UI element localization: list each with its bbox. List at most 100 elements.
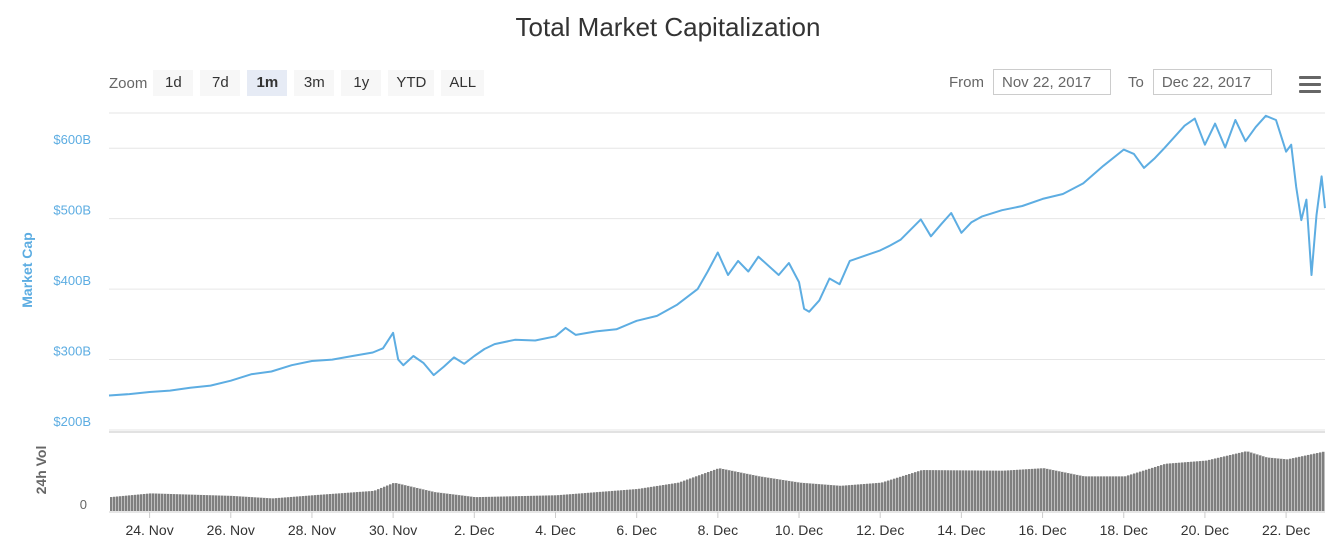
volume-bar (1091, 476, 1094, 511)
volume-bar (857, 484, 860, 511)
volume-bar (449, 493, 452, 511)
volume-bar (551, 495, 554, 511)
volume-bar (962, 470, 965, 511)
zoom-button-1d[interactable]: 1d (153, 70, 194, 96)
volume-bar (641, 488, 644, 511)
volume-bar (455, 494, 458, 511)
volume-bar (1211, 459, 1214, 511)
volume-bar (374, 490, 377, 511)
volume-bar (659, 485, 662, 511)
volume-bar (221, 495, 224, 511)
volume-bar (242, 496, 245, 511)
zoom-button-1y[interactable]: 1y (341, 70, 382, 96)
volume-bar (845, 485, 848, 511)
zoom-button-7d[interactable]: 7d (200, 70, 241, 96)
volume-bar (902, 475, 905, 511)
volume-bar (512, 496, 515, 511)
y-tick-label: $500B (53, 203, 91, 218)
zoom-button-all[interactable]: ALL (441, 70, 485, 96)
volume-bar (560, 494, 563, 511)
volume-bar (116, 496, 119, 511)
volume-bar (1208, 459, 1211, 511)
volume-bar (1169, 463, 1172, 511)
volume-bar (770, 478, 773, 511)
x-tick-label: 20. Dec (1181, 522, 1229, 538)
volume-bar (146, 493, 149, 511)
volume-bar (110, 497, 113, 511)
range-to-input[interactable]: Dec 22, 2017 (1152, 69, 1272, 95)
volume-bar (773, 478, 776, 511)
volume-bar (710, 470, 713, 511)
volume-bar (782, 480, 785, 511)
volume-bar (1124, 476, 1127, 511)
volume-bar (620, 490, 623, 511)
volume-bar (785, 480, 788, 511)
volume-bar (1178, 462, 1181, 511)
volume-bar (935, 470, 938, 511)
volume-bar (440, 492, 443, 511)
volume-bar (1031, 468, 1034, 511)
volume-bar (1058, 471, 1061, 511)
volume-bar (695, 476, 698, 511)
volume-bar (755, 475, 758, 511)
volume-bar (959, 470, 962, 511)
volume-bar (380, 487, 383, 511)
volume-bar (926, 470, 929, 511)
hamburger-menu-icon[interactable] (1299, 76, 1321, 94)
volume-bar (371, 490, 374, 511)
volume-bar (836, 485, 839, 511)
volume-bar (941, 470, 944, 511)
volume-bar (365, 491, 368, 511)
zoom-button-3m[interactable]: 3m (294, 70, 335, 96)
volume-bar (206, 495, 209, 511)
x-tick-label: 22. Dec (1262, 522, 1310, 538)
volume-bar (1076, 474, 1079, 511)
volume-bar (899, 476, 902, 511)
volume-bar (1049, 469, 1052, 511)
volume-bar (917, 471, 920, 511)
volume-bar (698, 475, 701, 511)
volume-bar (953, 470, 956, 511)
volume-bar (509, 496, 512, 511)
range-from-input[interactable]: Nov 22, 2017 (993, 69, 1111, 95)
volume-bar (521, 496, 524, 511)
volume-bar (233, 496, 236, 511)
volume-bar (254, 497, 257, 511)
volume-bar (1136, 472, 1139, 511)
volume-bar (1073, 474, 1076, 511)
volume-bar (413, 487, 416, 511)
y-tick-label: $300B (53, 344, 91, 359)
volume-bar (377, 489, 380, 511)
volume-bar (557, 495, 560, 511)
volume-bar (737, 472, 740, 511)
volume-bar (788, 480, 791, 511)
volume-bar (746, 473, 749, 511)
volume-bar (203, 495, 206, 511)
volume-bar (656, 485, 659, 511)
volume-bar (821, 484, 824, 511)
x-tick-label: 30. Nov (369, 522, 417, 538)
volume-bar (923, 470, 926, 511)
volume-bar (572, 493, 575, 511)
volume-bar (968, 470, 971, 511)
volume-bar (812, 483, 815, 511)
volume-bar (632, 489, 635, 511)
volume-bar (1061, 471, 1064, 511)
volume-bar (239, 496, 242, 511)
volume-bar (1028, 469, 1031, 511)
volume-bar (1271, 457, 1274, 511)
range-from: From Nov 22, 2017 (949, 69, 1111, 95)
volume-bar (887, 480, 890, 511)
volume-bar (266, 498, 269, 511)
volume-bar (890, 479, 893, 511)
volume-bar (356, 492, 359, 511)
volume-bar (1310, 454, 1313, 511)
zoom-button-ytd[interactable]: YTD (388, 70, 435, 96)
zoom-button-1m[interactable]: 1m (247, 70, 288, 96)
volume-bar (980, 470, 983, 511)
volume-bar (1259, 455, 1262, 511)
volume-bar (167, 493, 170, 511)
volume-bar (200, 494, 203, 511)
volume-bar (1040, 468, 1043, 511)
volume-bar (866, 483, 869, 511)
